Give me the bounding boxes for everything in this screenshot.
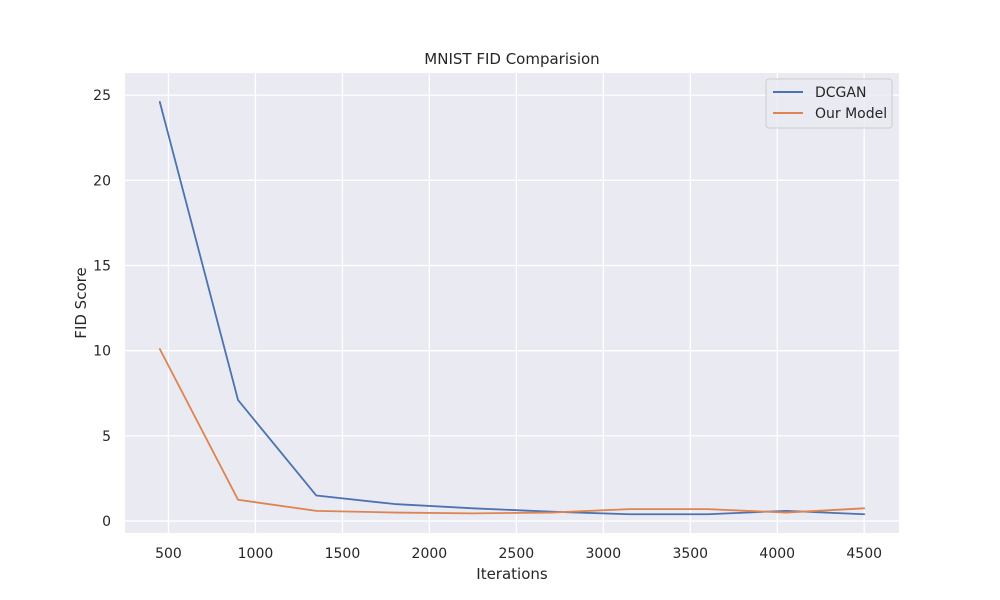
plot-area — [125, 73, 899, 533]
y-axis-label: FID Score — [72, 267, 90, 338]
chart-title: MNIST FID Comparision — [424, 50, 599, 68]
x-axis-label: Iterations — [476, 565, 548, 583]
series-line-our-model — [158, 348, 866, 515]
y-axis-ticks: 0 5 10 15 20 25 — [93, 88, 111, 530]
y-tick-label: 25 — [93, 88, 111, 104]
y-tick-label: 20 — [93, 173, 111, 189]
legend-label-our-model: Our Model — [815, 106, 887, 122]
series-line-dcgan — [158, 101, 866, 516]
x-tick-label: 4500 — [846, 546, 882, 562]
x-tick-label: 3000 — [585, 546, 621, 562]
series-lines — [158, 101, 866, 516]
x-tick-label: 1500 — [325, 546, 361, 562]
y-tick-label: 15 — [93, 259, 111, 275]
x-tick-label: 2000 — [412, 546, 448, 562]
y-tick-label: 5 — [102, 429, 111, 445]
x-axis-ticks: 500 1000 1500 2000 2500 3000 3500 4000 4500 — [155, 546, 882, 562]
grid-lines — [125, 73, 899, 533]
legend-label-dcgan: DCGAN — [815, 85, 866, 101]
x-tick-label: 500 — [155, 546, 182, 562]
y-tick-label: 10 — [93, 344, 111, 360]
x-tick-label: 1000 — [238, 546, 274, 562]
x-tick-label: 2500 — [499, 546, 535, 562]
x-tick-label: 4000 — [759, 546, 795, 562]
y-tick-label: 0 — [102, 514, 111, 530]
legend: DCGAN Our Model — [765, 78, 893, 129]
x-tick-label: 3500 — [672, 546, 708, 562]
